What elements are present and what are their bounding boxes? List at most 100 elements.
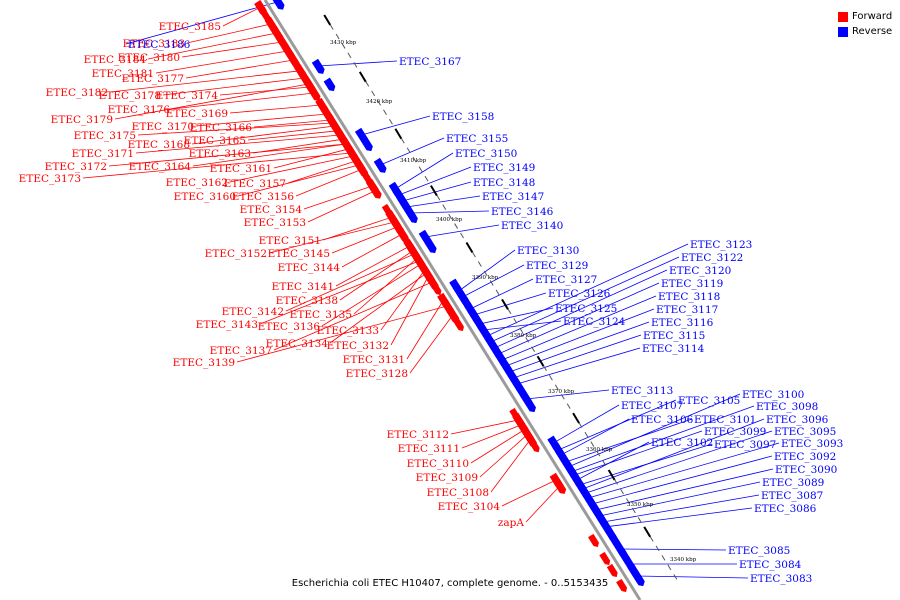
reverse-gene-feature[interactable]	[599, 519, 613, 535]
forward-gene-label[interactable]: ETEC_3179	[51, 114, 113, 126]
reverse-gene-label[interactable]: ETEC_3105	[678, 395, 740, 407]
forward-gene-label[interactable]: ETEC_3175	[74, 130, 136, 142]
forward-gene-label[interactable]: ETEC_3137	[210, 345, 272, 357]
reverse-gene-label[interactable]: ETEC_3096	[766, 414, 829, 426]
reverse-gene-feature[interactable]	[311, 58, 325, 74]
forward-gene-label[interactable]: ETEC_3169	[166, 108, 228, 120]
forward-gene-label[interactable]: ETEC_3165	[184, 135, 246, 147]
forward-gene-label[interactable]: ETEC_3153	[244, 217, 306, 229]
forward-gene-label[interactable]: ETEC_3136	[258, 321, 321, 333]
reverse-gene-label[interactable]: ETEC_3130	[517, 245, 579, 257]
reverse-gene-feature[interactable]	[519, 391, 533, 407]
forward-gene-label[interactable]: ETEC_3134	[266, 338, 329, 350]
forward-gene-label[interactable]: ETEC_3164	[129, 161, 192, 173]
reverse-gene-label[interactable]: ETEC_3119	[661, 278, 723, 290]
forward-gene-label[interactable]: ETEC_3178	[99, 90, 161, 102]
forward-gene-label[interactable]: ETEC_3163	[189, 148, 251, 160]
forward-gene-feature[interactable]	[425, 274, 439, 290]
forward-gene-label[interactable]: ETEC_3174	[156, 90, 219, 102]
forward-gene-label[interactable]: ETEC_3139	[173, 357, 235, 369]
forward-gene-label[interactable]: ETEC_3111	[398, 443, 460, 455]
forward-gene-label[interactable]: ETEC_3162	[166, 177, 228, 189]
forward-gene-label[interactable]: ETEC_3182	[46, 87, 108, 99]
forward-gene-label[interactable]: ETEC_3184	[84, 54, 147, 66]
reverse-gene-label[interactable]: ETEC_3114	[642, 343, 705, 355]
forward-gene-label[interactable]: ETEC_3161	[210, 163, 272, 175]
forward-gene-label[interactable]: ETEC_3166	[190, 122, 253, 134]
forward-gene-label[interactable]: ETEC_3144	[278, 262, 341, 274]
reverse-gene-feature[interactable]	[373, 157, 387, 173]
forward-gene-label[interactable]: ETEC_3112	[387, 429, 449, 441]
reverse-gene-label[interactable]: ETEC_3124	[563, 316, 626, 328]
reverse-gene-feature[interactable]	[272, 0, 285, 10]
reverse-gene-feature[interactable]	[456, 289, 470, 305]
forward-gene-label[interactable]: ETEC_3183	[123, 38, 185, 50]
reverse-gene-label[interactable]: ETEC_3090	[775, 464, 837, 476]
forward-gene-label[interactable]: ETEC_3110	[407, 458, 469, 470]
forward-gene-label[interactable]: ETEC_3133	[317, 325, 379, 337]
forward-gene-label[interactable]: ETEC_3132	[327, 340, 389, 352]
forward-gene-label[interactable]: ETEC_3170	[132, 121, 194, 133]
forward-gene-feature[interactable]	[302, 76, 315, 92]
reverse-gene-label[interactable]: ETEC_3125	[555, 303, 617, 315]
forward-gene-label[interactable]: ETEC_3156	[232, 191, 295, 203]
forward-gene-label[interactable]: ETEC_3172	[45, 161, 107, 173]
reverse-gene-label[interactable]: ETEC_3083	[750, 573, 812, 585]
reverse-gene-label[interactable]: ETEC_3122	[681, 252, 743, 264]
reverse-gene-label[interactable]: ETEC_3120	[669, 265, 731, 277]
forward-gene-feature[interactable]	[446, 307, 460, 323]
reverse-gene-label[interactable]: ETEC_3117	[656, 304, 718, 316]
reverse-gene-label[interactable]: ETEC_3100	[742, 389, 804, 401]
reverse-gene-label[interactable]: ETEC_3098	[756, 401, 818, 413]
reverse-gene-label[interactable]: ETEC_3129	[526, 260, 588, 272]
forward-gene-label[interactable]: ETEC_3171	[72, 148, 134, 160]
reverse-gene-label[interactable]: ETEC_3149	[473, 162, 535, 174]
reverse-gene-label[interactable]: ETEC_3118	[658, 291, 720, 303]
forward-gene-label[interactable]: ETEC_3154	[240, 204, 303, 216]
forward-gene-label[interactable]: zapA	[498, 517, 525, 529]
forward-gene-feature[interactable]	[524, 431, 537, 448]
reverse-gene-label[interactable]: ETEC_3155	[446, 133, 508, 145]
reverse-gene-label[interactable]: ETEC_3092	[774, 451, 836, 463]
reverse-gene-label[interactable]: ETEC_3093	[781, 438, 843, 450]
reverse-gene-label[interactable]: ETEC_3102	[651, 437, 713, 449]
reverse-gene-label[interactable]: ETEC_3099	[704, 426, 766, 438]
forward-gene-label[interactable]: ETEC_3108	[427, 487, 489, 499]
reverse-gene-feature[interactable]	[623, 556, 636, 572]
reverse-gene-label[interactable]: ETEC_3097	[714, 439, 776, 451]
forward-gene-feature[interactable]	[395, 226, 409, 242]
forward-gene-feature[interactable]	[553, 478, 567, 494]
reverse-gene-label[interactable]: ETEC_3167	[399, 56, 461, 68]
reverse-gene-label[interactable]: ETEC_3186	[128, 39, 191, 51]
forward-gene-label[interactable]: ETEC_3185	[159, 21, 221, 33]
forward-gene-label[interactable]: ETEC_3145	[268, 248, 330, 260]
reverse-gene-label[interactable]: ETEC_3101	[694, 414, 756, 426]
forward-gene-label[interactable]: ETEC_3135	[290, 309, 352, 321]
forward-gene-label[interactable]: ETEC_3128	[346, 368, 408, 380]
reverse-gene-feature[interactable]	[354, 127, 368, 143]
reverse-gene-label[interactable]: ETEC_3085	[728, 545, 790, 557]
forward-gene-label[interactable]: ETEC_3180	[118, 52, 180, 64]
forward-gene-label[interactable]: ETEC_3152	[205, 248, 267, 260]
forward-gene-feature[interactable]	[599, 551, 611, 566]
reverse-gene-label[interactable]: ETEC_3158	[432, 111, 494, 123]
reverse-gene-feature[interactable]	[613, 541, 627, 557]
forward-gene-label[interactable]: ETEC_3176	[108, 104, 171, 116]
forward-gene-label[interactable]: ETEC_3160	[174, 191, 236, 203]
reverse-gene-label[interactable]: ETEC_3140	[501, 220, 563, 232]
reverse-gene-feature[interactable]	[403, 205, 417, 221]
forward-gene-label[interactable]: ETEC_3157	[224, 178, 286, 190]
reverse-gene-label[interactable]: ETEC_3126	[548, 288, 611, 300]
reverse-gene-label[interactable]: ETEC_3150	[455, 148, 517, 160]
reverse-gene-label[interactable]: ETEC_3147	[482, 191, 544, 203]
forward-gene-feature[interactable]	[355, 161, 369, 178]
reverse-gene-label[interactable]: ETEC_3107	[621, 400, 683, 412]
reverse-gene-label[interactable]: ETEC_3084	[739, 559, 802, 571]
reverse-gene-label[interactable]: ETEC_3086	[754, 503, 817, 515]
forward-gene-label[interactable]: ETEC_3109	[416, 472, 478, 484]
reverse-gene-feature[interactable]	[510, 376, 524, 392]
forward-gene-feature[interactable]	[254, 0, 267, 16]
forward-gene-label[interactable]: ETEC_3138	[276, 295, 338, 307]
reverse-gene-label[interactable]: ETEC_3116	[651, 317, 714, 329]
forward-gene-label[interactable]: ETEC_3142	[222, 306, 284, 318]
